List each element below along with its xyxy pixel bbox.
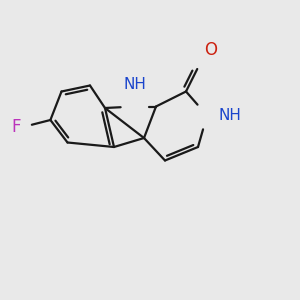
Text: NH: NH <box>218 108 241 123</box>
Text: F: F <box>11 118 21 136</box>
Text: O: O <box>205 41 218 59</box>
Text: NH: NH <box>124 77 146 92</box>
